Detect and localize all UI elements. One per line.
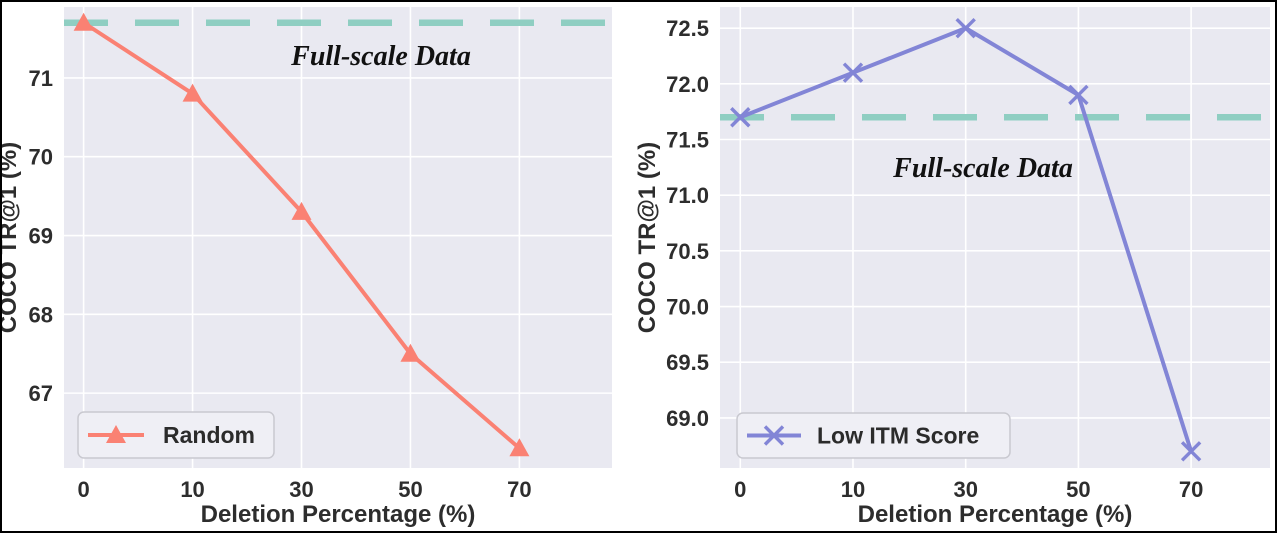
y-tick-label: 70.5 (666, 239, 709, 264)
series-marker (1180, 441, 1202, 462)
y-tick-label: 67 (29, 381, 53, 406)
x-tick-label: 0 (734, 477, 746, 502)
legend-marker (106, 425, 126, 443)
series-marker (291, 201, 312, 220)
x-tick-label: 70 (1179, 477, 1203, 502)
series-marker (509, 438, 530, 457)
y-tick-label: 72.5 (666, 16, 709, 41)
plot-area (64, 7, 612, 468)
x-tick-label: 30 (289, 477, 313, 502)
y-tick-label: 69 (29, 224, 53, 249)
y-tick-label: 69.0 (666, 406, 709, 431)
series-marker (182, 83, 203, 102)
series-marker (1068, 84, 1089, 106)
y-tick-label: 72.0 (666, 72, 709, 97)
y-tick-label: 71 (29, 66, 53, 91)
series-marker (955, 17, 976, 39)
y-tick-label: 68 (29, 302, 53, 327)
legend-marker (763, 425, 785, 446)
chart-panel-left: Full-scale Data 67 68 69 70 71 0 10 30 50 70 Deleti… (0, 7, 612, 528)
chart-panel-right: Full-scale Data 69.0 69.5 70.0 70.5 71.0 71.5 7… (634, 7, 1270, 528)
y-tick-label: 70 (29, 145, 53, 170)
y-tick-label: 70.0 (666, 295, 709, 320)
x-axis-label: Deletion Percentage (%) (201, 501, 476, 528)
legend-label: Random (163, 422, 255, 448)
legend-box (736, 412, 1011, 459)
series-marker (730, 107, 751, 128)
x-tick-label: 70 (507, 477, 531, 502)
annotation-label: Full-scale Data (892, 153, 1073, 184)
series-marker (400, 343, 421, 362)
legend-box (77, 411, 275, 459)
grid (64, 7, 612, 468)
x-tick-label: 50 (398, 477, 422, 502)
y-tick-label: 69.5 (666, 350, 709, 375)
annotation-label: Full-scale Data (290, 41, 471, 72)
x-tick-label: 30 (953, 477, 977, 502)
y-axis-label: COCO TR@1 (%) (0, 142, 22, 333)
series-marker (73, 12, 94, 31)
x-tick-label: 10 (180, 477, 204, 502)
series-marker (842, 62, 864, 83)
legend-label: Low ITM Score (817, 423, 979, 449)
y-tick-label: 71.0 (666, 183, 709, 208)
y-tick-label: 71.5 (666, 128, 709, 153)
x-tick-label: 0 (77, 477, 89, 502)
x-tick-label: 10 (841, 477, 865, 502)
x-tick-label: 50 (1066, 477, 1090, 502)
y-axis-label: COCO TR@1 (%) (634, 142, 661, 333)
x-axis-label: Deletion Percentage (%) (858, 501, 1133, 528)
